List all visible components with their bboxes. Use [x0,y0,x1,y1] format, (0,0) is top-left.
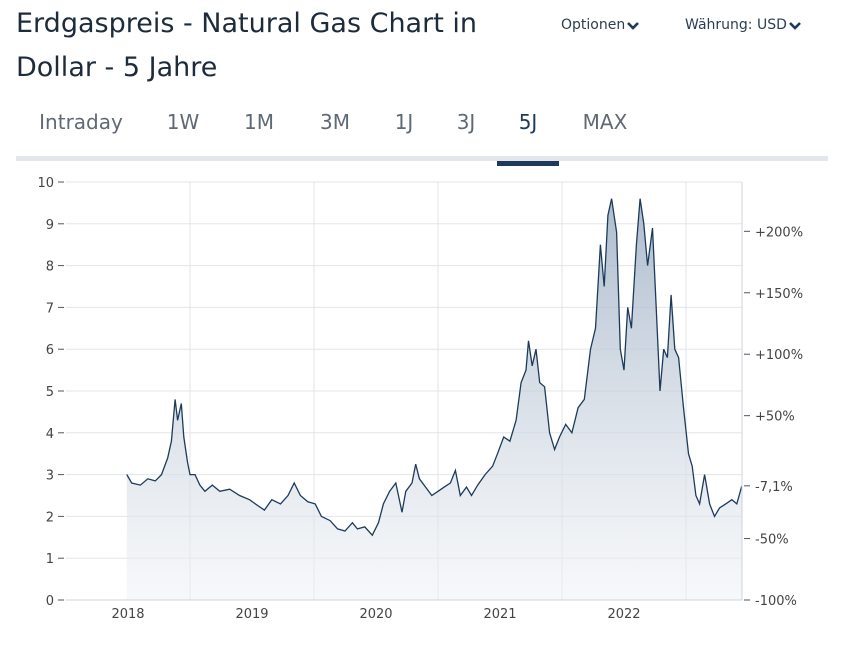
y-tick-label: 2 [46,510,54,525]
pct-tick-label: +150% [755,287,803,302]
currency-label: Währung: USD [685,17,787,33]
pct-tick-label: +100% [755,348,803,363]
y-tick-label: 4 [46,427,54,442]
x-tick-label: 2018 [111,607,144,622]
tab-1j[interactable]: 1J [394,110,414,134]
pct-tick-label: +200% [755,225,803,240]
x-tick-label: 2019 [235,607,268,622]
tab-3j[interactable]: 3J [456,110,476,134]
y-tick-label: 7 [46,301,54,316]
y-tick-label: 1 [46,552,54,567]
currency-dropdown[interactable]: Währung: USD [685,17,801,33]
tab-5j[interactable]: 5J [497,110,559,166]
tab-1w[interactable]: 1W [166,110,200,134]
options-dropdown[interactable]: Optionen [561,17,640,33]
current-change-label: -7,1% [755,480,793,495]
pct-tick-label: -50% [755,533,789,548]
y-tick-label: 3 [46,469,54,484]
tab-max[interactable]: MAX [582,110,628,134]
options-label: Optionen [561,17,626,33]
price-line [126,198,743,537]
tab-3m[interactable]: 3M [320,110,350,134]
y-tick-label: 9 [46,218,54,233]
pct-tick-label: +50% [755,410,795,425]
chevron-down-icon [788,21,801,30]
page-title: Erdgaspreis - Natural Gas Chart in Dolla… [16,8,477,83]
tab-1m[interactable]: 1M [244,110,274,134]
y-tick-label: 10 [37,176,54,191]
price-chart[interactable]: 0 1 2 3 4 5 6 7 8 9 10 2018 2019 2020 2021 2022 +200% +15… [0,165,844,648]
y-tick-label: 5 [46,385,54,400]
y-tick-label: 6 [46,343,54,358]
y-tick-label: 0 [46,594,54,609]
x-tick-label: 2020 [359,607,392,622]
pct-tick-label: -100% [755,594,797,609]
timeframe-tabs: Intraday 1W 1M 3M 1J 3J 5J MAX [16,100,828,166]
x-tick-label: 2021 [483,607,516,622]
price-area [126,198,742,600]
x-tick-label: 2022 [607,607,640,622]
y-tick-label: 8 [46,260,54,275]
chevron-down-icon [627,21,640,30]
tab-intraday[interactable]: Intraday [39,110,123,134]
